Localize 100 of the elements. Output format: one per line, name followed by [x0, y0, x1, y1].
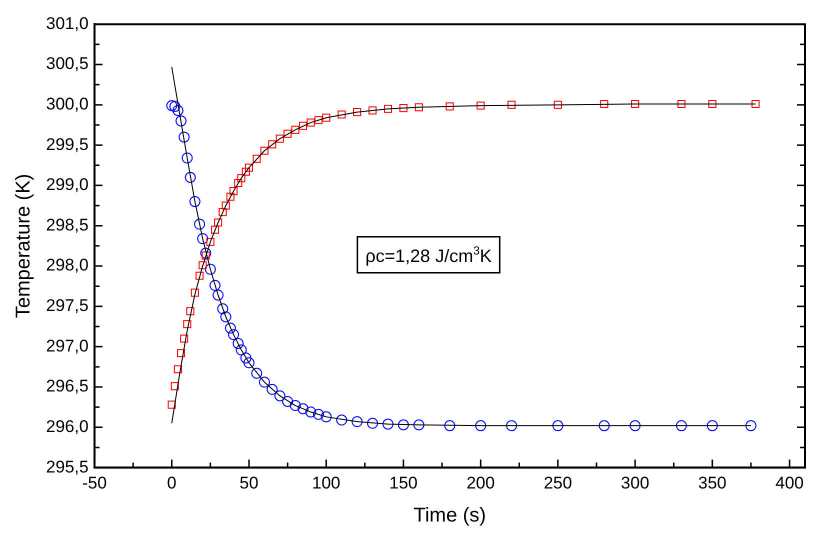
point	[752, 100, 760, 108]
point	[166, 100, 178, 112]
point	[630, 420, 641, 432]
point	[220, 311, 232, 322]
point	[182, 152, 193, 164]
point	[184, 172, 196, 183]
point	[352, 416, 363, 428]
point	[200, 248, 212, 259]
point	[243, 357, 254, 368]
point	[336, 414, 348, 426]
x-tick-label: 100	[312, 473, 340, 492]
point	[367, 418, 378, 429]
x-tick-label: 250	[544, 473, 572, 492]
point	[600, 100, 608, 108]
y-tick-label: 300,5	[46, 54, 89, 74]
point	[554, 100, 562, 109]
point	[305, 406, 316, 418]
point	[322, 114, 330, 122]
point	[234, 178, 242, 188]
point	[446, 102, 454, 110]
point	[291, 126, 300, 134]
x-tick-label: 0	[167, 473, 176, 492]
point	[217, 303, 228, 314]
point	[186, 307, 194, 316]
point	[314, 116, 323, 124]
point	[180, 334, 188, 343]
point	[244, 164, 254, 172]
point	[252, 154, 261, 163]
point	[282, 396, 294, 407]
point	[320, 411, 332, 422]
point	[299, 122, 308, 130]
point	[399, 104, 408, 112]
point	[237, 174, 246, 182]
y-tick-label: 297,5	[46, 296, 89, 316]
point	[260, 146, 268, 155]
point	[226, 192, 234, 201]
point	[274, 390, 286, 402]
point	[268, 140, 276, 148]
point	[312, 408, 324, 420]
point	[178, 132, 190, 143]
x-tick-label: 200	[466, 473, 495, 492]
point	[218, 208, 227, 216]
point	[266, 384, 278, 395]
point	[506, 420, 518, 432]
point	[298, 403, 309, 414]
x-tick-label: 300	[620, 473, 650, 492]
point	[169, 100, 180, 112]
point	[240, 352, 252, 364]
point	[176, 349, 186, 358]
point	[172, 104, 184, 116]
point	[444, 420, 456, 432]
y-tick-label: 296,0	[46, 416, 89, 436]
y-tick-label: 297,0	[46, 336, 89, 356]
y-tick-label: 301,0	[46, 14, 89, 33]
point	[196, 272, 204, 280]
point	[232, 338, 244, 349]
point	[202, 252, 210, 260]
point	[212, 290, 224, 301]
point	[475, 420, 486, 432]
point	[476, 102, 485, 110]
y-tick-label: 300,0	[46, 94, 89, 114]
point	[206, 238, 214, 246]
point	[251, 368, 262, 379]
point	[210, 280, 221, 291]
point	[210, 226, 220, 234]
point	[183, 320, 192, 328]
point	[242, 168, 250, 176]
point	[676, 420, 687, 432]
x-tick-label: 150	[389, 473, 418, 492]
point	[224, 322, 236, 334]
point	[353, 108, 362, 116]
point	[677, 100, 686, 108]
x-tick-label: 350	[698, 473, 727, 492]
point	[276, 134, 284, 143]
point	[284, 130, 292, 138]
point	[222, 202, 230, 210]
point	[338, 110, 346, 119]
point	[198, 261, 207, 270]
point	[398, 419, 409, 430]
y-axis-title: Temperature (K)	[12, 174, 35, 318]
y-tick-label: 299,5	[46, 134, 89, 154]
x-axis-title: Time (s)	[413, 504, 486, 527]
y-tick-label: 299,0	[46, 175, 89, 194]
y-tick-label: 298,0	[46, 256, 89, 275]
point	[236, 344, 247, 356]
point	[194, 218, 206, 230]
point	[170, 382, 179, 390]
point	[414, 103, 423, 112]
point	[413, 419, 424, 430]
point	[708, 100, 716, 108]
point	[214, 218, 222, 227]
point	[552, 420, 564, 432]
point	[384, 104, 392, 113]
point	[706, 420, 718, 432]
point	[197, 233, 208, 244]
point	[290, 400, 301, 412]
point	[204, 264, 216, 275]
y-tick-label: 296,5	[46, 376, 89, 396]
point	[306, 118, 315, 127]
x-tick-label: 50	[240, 473, 258, 492]
